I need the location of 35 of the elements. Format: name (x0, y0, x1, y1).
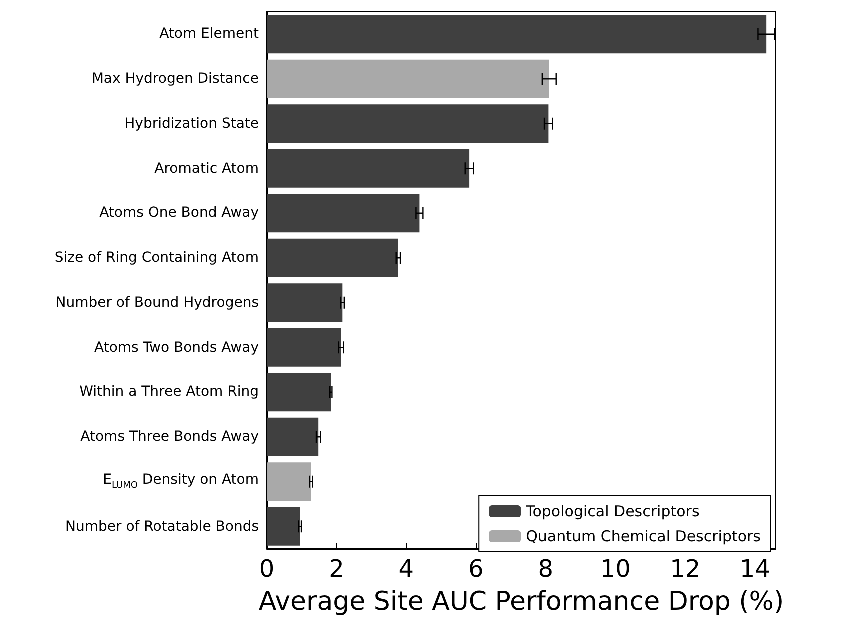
y-tick-label: Number of Bound Hydrogens (56, 294, 259, 311)
x-tick-label: 12 (670, 555, 701, 583)
y-tick-label: E$_{LUMO}$ Density on Atom (103, 472, 259, 491)
y-tick-label: Aromatic Atom (154, 160, 259, 177)
y-tick-label: Number of Rotatable Bonds (66, 518, 259, 535)
bar (267, 462, 312, 502)
legend-label: Topological Descriptors (525, 502, 700, 520)
legend-label: Quantum Chemical Descriptors (526, 528, 762, 546)
x-tick-label: 2 (329, 555, 344, 583)
y-tick-label: Atoms Three Bonds Away (80, 429, 259, 446)
y-tick-label: Hybridization State (124, 116, 259, 132)
y-tick-label: Atom Element (160, 26, 259, 42)
x-tick-label: 6 (468, 555, 484, 583)
y-tick-label: Within a Three Atom Ring (80, 384, 259, 400)
bar (267, 104, 549, 144)
bar (267, 194, 420, 233)
x-axis-title: Average Site AUC Performance Drop (%) (258, 587, 784, 617)
x-tick-label: 8 (538, 555, 554, 583)
x-tick-label: 4 (398, 555, 414, 583)
y-tick-label: Max Hydrogen Distance (92, 71, 259, 88)
bar (267, 328, 342, 367)
bar (267, 238, 398, 278)
x-tick-label: 10 (600, 555, 631, 583)
bar (267, 284, 343, 322)
x-tick-label: 0 (259, 555, 275, 583)
y-tick-label: Atoms One Bond Away (100, 205, 259, 222)
bar (267, 418, 319, 456)
bar (267, 60, 550, 98)
x-tick-label: 14 (740, 555, 770, 583)
bar (267, 149, 470, 188)
bar (267, 373, 332, 412)
y-tick-label: Size of Ring Containing Atom (54, 250, 259, 266)
bar (267, 15, 767, 54)
bar (267, 507, 300, 546)
y-tick-label: Atoms Two Bonds Away (94, 340, 259, 356)
